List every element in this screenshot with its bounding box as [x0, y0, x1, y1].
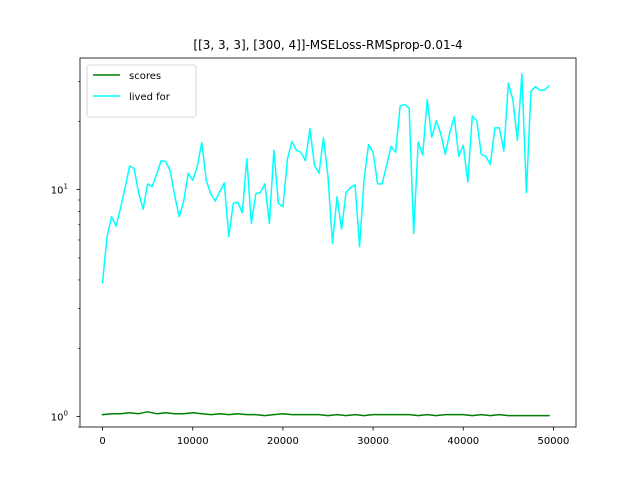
series-layer	[101, 73, 551, 417]
x-tick-label: 20000	[267, 436, 299, 447]
x-tick-label: 30000	[357, 436, 389, 447]
series-line-scores	[101, 411, 550, 417]
legend-label-scores: scores	[129, 71, 161, 82]
legend-box	[86, 64, 197, 118]
plot-frame	[79, 57, 577, 428]
chart-title: [[3, 3, 3], [300, 4]]-MSELoss-RMSprop-0.…	[193, 38, 462, 52]
x-tick-label: 40000	[447, 436, 479, 447]
series-line-lived-for	[101, 73, 551, 284]
x-tick-label: 50000	[538, 436, 570, 447]
x-tick-label: 0	[99, 436, 105, 447]
legend: scores lived for	[86, 64, 197, 118]
x-tick-label: 10000	[177, 436, 209, 447]
legend-label-lived-for: lived for	[129, 92, 171, 103]
